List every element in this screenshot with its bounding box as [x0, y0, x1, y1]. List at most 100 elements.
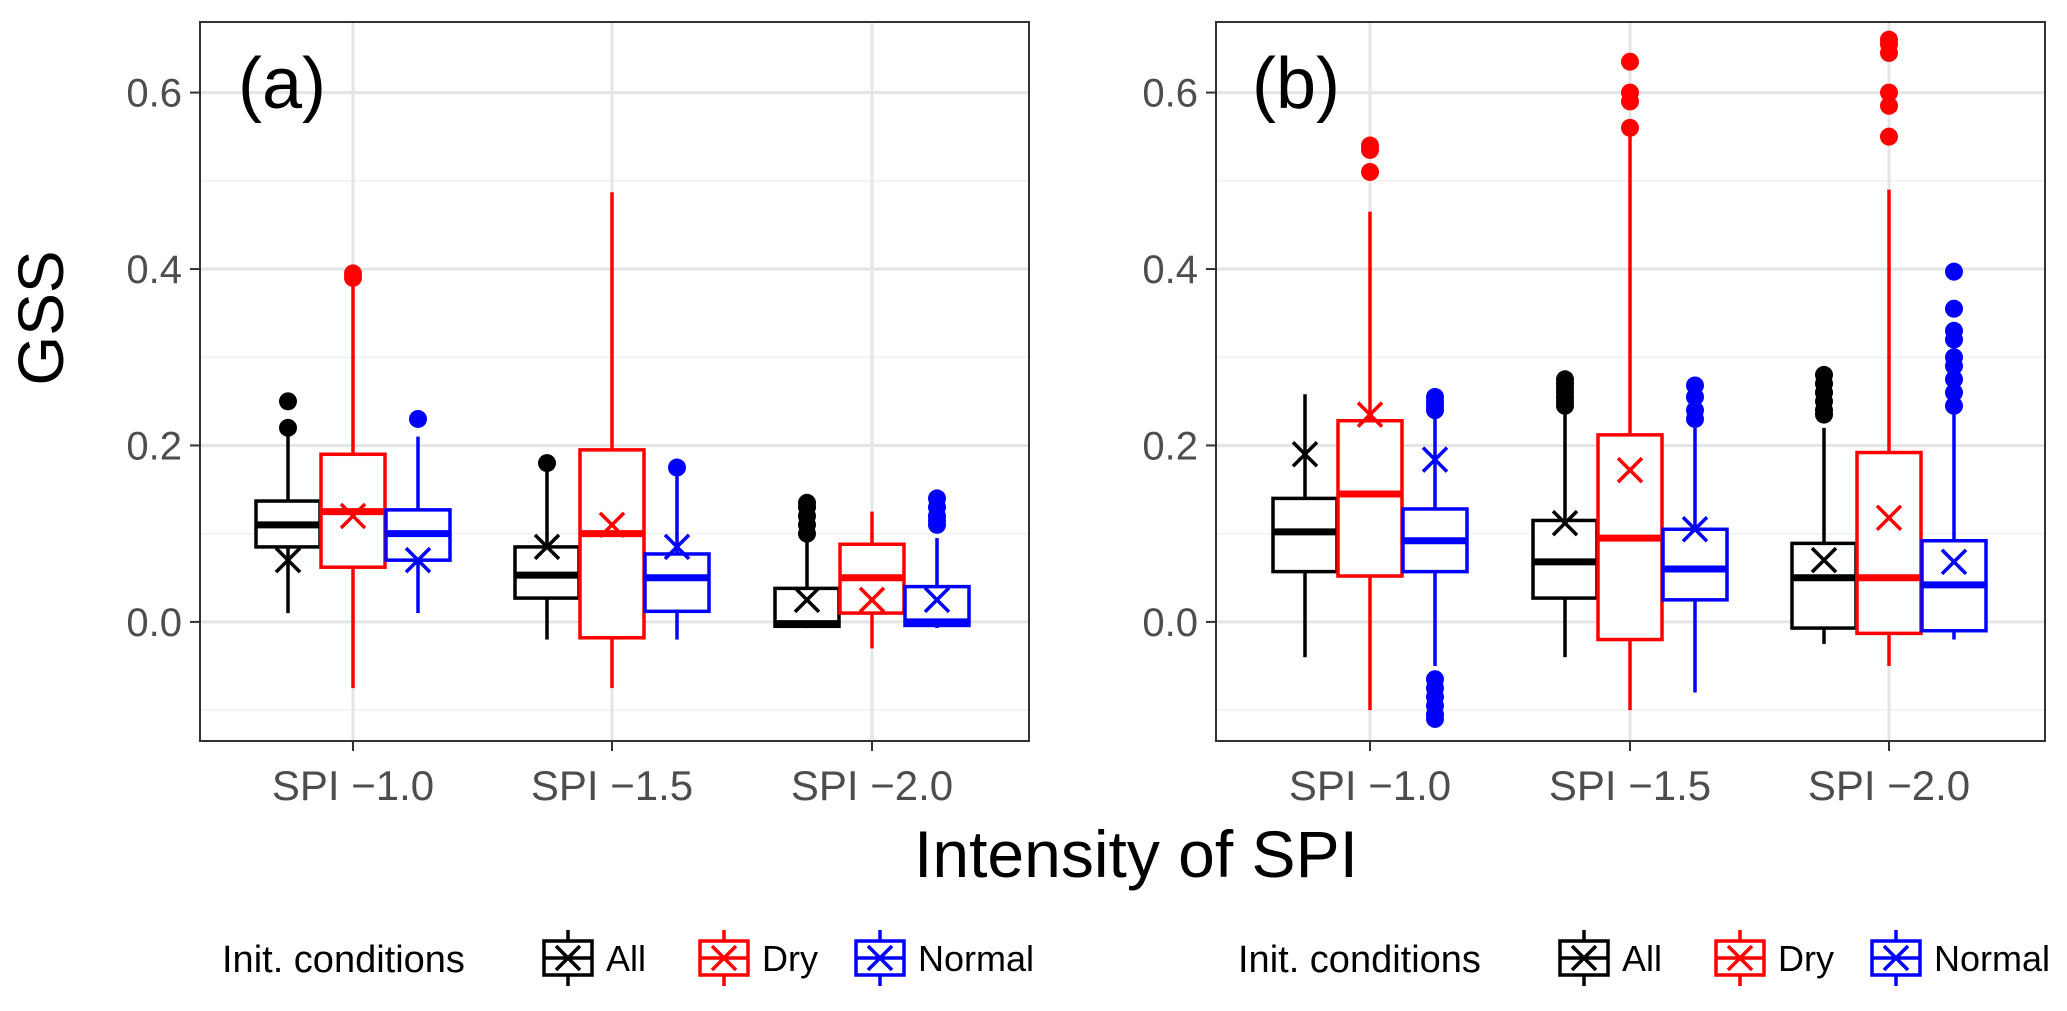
- x-axis-title: Intensity of SPI: [914, 817, 1358, 891]
- legend-label: All: [1622, 938, 1662, 979]
- box-dry-3: [838, 511, 906, 649]
- x-tick-label: SPI −1.5: [1549, 762, 1711, 809]
- outlier-point: [1945, 370, 1963, 389]
- outlier-point: [1945, 348, 1963, 367]
- outlier-point: [1880, 30, 1898, 49]
- x-tick-label: SPI −1.0: [1289, 762, 1451, 809]
- outlier-point: [1880, 96, 1898, 115]
- box-dry-1: [319, 264, 387, 689]
- box-all-3: [1790, 365, 1858, 644]
- mean-marker: [1616, 456, 1644, 484]
- box-normal-3: [903, 489, 971, 629]
- box-body: [643, 552, 711, 614]
- legend-key-mean-icon: [554, 944, 582, 972]
- legend-label: Normal: [918, 938, 1034, 979]
- box-all-3: [773, 493, 841, 629]
- outlier-point: [928, 489, 946, 508]
- legend-key-mean-icon: [866, 944, 894, 972]
- box-dry-2: [1596, 52, 1664, 711]
- outlier-point: [1945, 383, 1963, 402]
- panel-b-x-ticks: SPI −1.0 SPI −1.5 SPI −2.0: [1289, 741, 1970, 809]
- box-dry-3: [1855, 30, 1923, 667]
- y-axis-title: GSS: [5, 250, 77, 385]
- y-tick-label: 0.0: [1142, 601, 1198, 645]
- box-normal-3: [1920, 262, 1988, 640]
- outlier-point: [1621, 83, 1639, 102]
- box-normal-2: [643, 458, 711, 640]
- box-normal-1: [384, 409, 452, 614]
- box-body: [1855, 450, 1923, 636]
- outlier-point: [1880, 127, 1898, 146]
- legend-b: Init. conditions All Dry Normal: [1238, 930, 2050, 986]
- panel-a: 0.0 0.2 0.4 0.6 SPI −1.0 SPI −1.5 SPI −2.0 (a…: [126, 21, 1030, 809]
- panel-a-frame: [199, 21, 1030, 742]
- outlier-point: [1945, 321, 1963, 340]
- legend-key-all: All: [1558, 930, 1662, 986]
- legend-key-mean-icon: [710, 944, 738, 972]
- y-tick-label: 0.2: [126, 424, 182, 468]
- panel-b-y-ticks: 0.0 0.2 0.4 0.6: [1142, 72, 1216, 645]
- box-all-1: [254, 392, 322, 614]
- outlier-point: [1880, 83, 1898, 102]
- box-body: [1661, 527, 1729, 602]
- x-tick-label: SPI −1.0: [272, 762, 434, 809]
- mean-marker: [274, 546, 302, 574]
- outlier-point: [798, 493, 816, 512]
- y-tick-label: 0.0: [126, 601, 182, 645]
- outlier-point: [1621, 118, 1639, 137]
- outlier-point: [1686, 376, 1704, 395]
- y-tick-label: 0.4: [126, 248, 182, 292]
- outlier-point: [1361, 162, 1379, 181]
- panel-b-label: (b): [1252, 44, 1340, 124]
- outlier-point: [344, 264, 362, 283]
- panel-a-y-ticks: 0.0 0.2 0.4 0.6: [126, 72, 200, 645]
- legend-key-mean-icon: [1882, 944, 1910, 972]
- box-normal-2: [1661, 376, 1729, 693]
- legend-key-dry: Dry: [698, 930, 818, 986]
- outlier-point: [1361, 136, 1379, 155]
- outlier-point: [279, 392, 297, 411]
- outlier-point: [538, 454, 556, 473]
- mean-marker: [404, 546, 432, 574]
- panel-a-boxes: [254, 192, 971, 689]
- box-dry-1: [1336, 136, 1404, 711]
- mean-marker: [793, 586, 821, 614]
- legend-label: Dry: [762, 938, 818, 979]
- legend-title: Init. conditions: [1238, 939, 1481, 981]
- panel-b-boxes: [1271, 30, 1988, 728]
- mean-marker: [1875, 504, 1903, 532]
- box-body: [1336, 419, 1404, 578]
- mean-marker: [1291, 441, 1319, 468]
- x-tick-label: SPI −1.5: [531, 762, 693, 809]
- mean-marker: [533, 533, 561, 561]
- legend-a: Init. conditions All Dry Normal: [222, 930, 1034, 986]
- y-tick-label: 0.2: [1142, 424, 1198, 468]
- outlier-point: [668, 458, 686, 477]
- outlier-point: [279, 418, 297, 437]
- legend-key-dry: Dry: [1714, 930, 1834, 986]
- mean-marker: [858, 586, 886, 614]
- panel-a-grid: [200, 22, 1029, 741]
- outlier-point: [1426, 709, 1444, 728]
- box-body: [578, 448, 646, 640]
- mean-marker: [1421, 446, 1449, 473]
- legend-key-normal: Normal: [854, 930, 1034, 986]
- y-tick-label: 0.6: [1142, 72, 1198, 116]
- y-tick-label: 0.6: [126, 72, 182, 116]
- y-tick-label: 0.4: [1142, 248, 1198, 292]
- mean-marker: [339, 502, 367, 530]
- outlier-point: [1945, 262, 1963, 281]
- box-normal-1: [1401, 387, 1469, 728]
- legend-key-all: All: [542, 930, 646, 986]
- panel-b: 0.0 0.2 0.4 0.6 SPI −1.0 SPI −1.5 SPI −2.0 (b…: [1142, 21, 2046, 809]
- legend-key-normal: Normal: [1870, 930, 2050, 986]
- outlier-point: [1686, 401, 1704, 420]
- x-tick-label: SPI −2.0: [1808, 762, 1970, 809]
- legend-label: Normal: [1934, 938, 2050, 979]
- mean-marker: [1810, 546, 1838, 574]
- legend-label: Dry: [1778, 938, 1834, 979]
- panel-a-x-ticks: SPI −1.0 SPI −1.5 SPI −2.0: [272, 741, 953, 809]
- box-all-2: [1531, 370, 1599, 658]
- outlier-point: [1621, 52, 1639, 71]
- box-body: [1790, 541, 1858, 630]
